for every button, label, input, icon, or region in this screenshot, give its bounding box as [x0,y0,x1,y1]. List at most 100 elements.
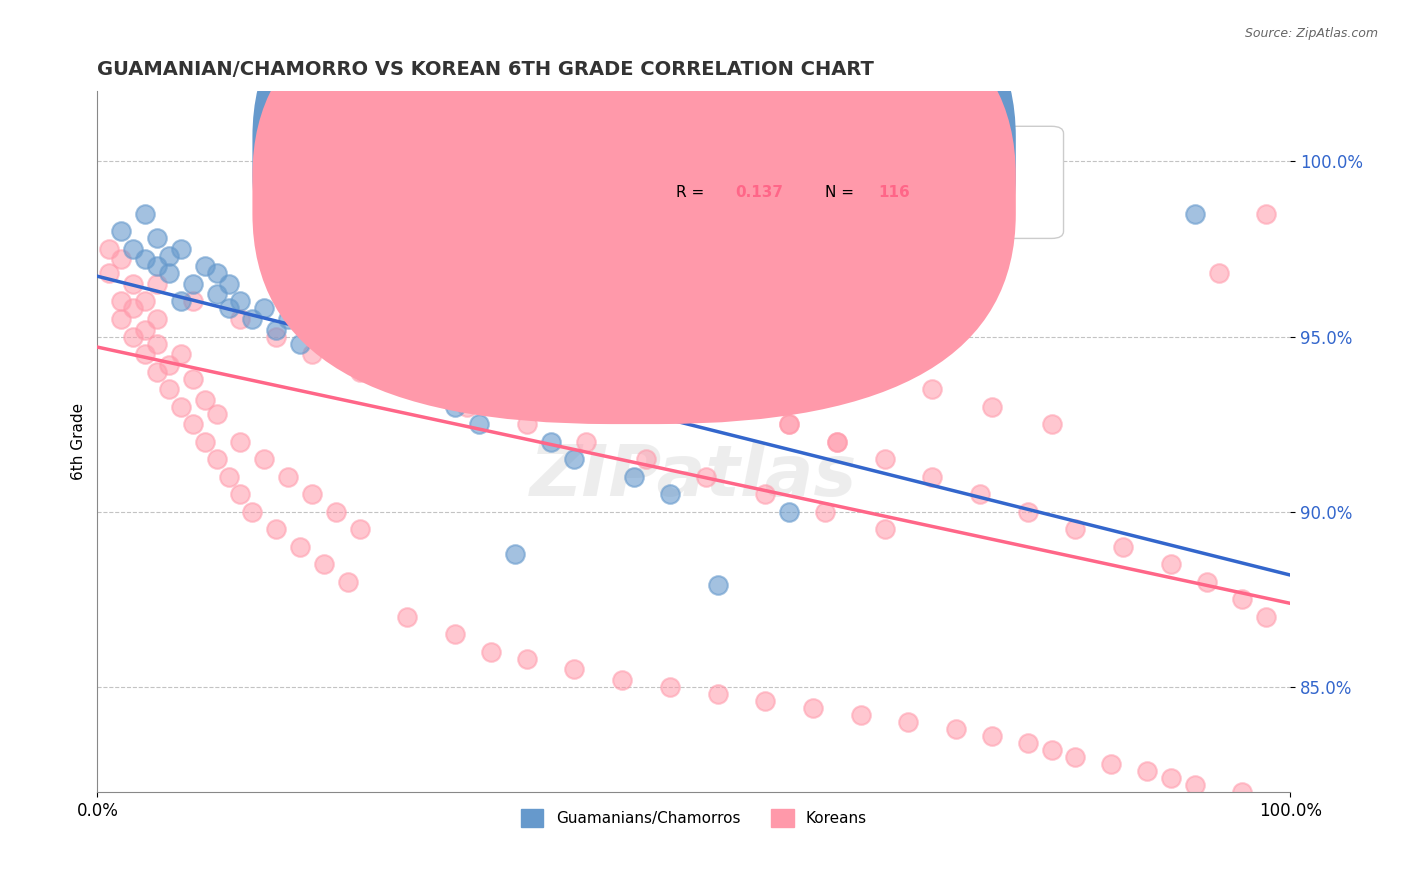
Text: ZIPatlas: ZIPatlas [530,442,858,511]
Point [264,322,287,336]
Point [742,294,765,309]
Point [146,260,169,274]
Point [634,365,657,379]
Point [1160,558,1182,572]
Point [312,558,335,572]
Point [408,382,430,396]
Point [969,487,991,501]
Point [384,365,406,379]
Point [503,547,526,561]
Point [181,371,204,385]
Point [695,469,717,483]
Point [157,382,180,396]
Point [623,267,645,281]
Point [1232,592,1254,607]
Point [229,312,252,326]
Point [658,312,681,326]
Point [194,392,217,407]
Point [218,301,240,316]
Text: R =: R = [676,144,704,158]
Point [634,365,657,379]
Point [778,505,800,519]
Point [325,347,347,361]
Point [516,652,538,666]
Point [564,452,586,467]
Point [420,382,443,396]
Point [242,505,264,519]
Point [218,469,240,483]
Point [1208,267,1230,281]
Point [1040,743,1063,757]
Point [146,312,169,326]
Point [277,469,299,483]
Point [205,452,228,467]
Point [873,231,896,245]
Point [658,680,681,694]
Point [801,347,824,361]
Point [873,522,896,536]
Point [682,277,704,291]
Point [623,469,645,483]
Point [873,452,896,467]
Point [1064,750,1087,764]
Point [288,336,311,351]
Point [205,287,228,301]
Point [98,242,121,256]
Point [420,277,443,291]
Point [706,687,728,701]
Text: 0.137: 0.137 [735,186,783,201]
Point [1040,417,1063,431]
Point [194,434,217,449]
Point [205,407,228,421]
Point [349,522,371,536]
Point [181,294,204,309]
Point [682,382,704,396]
Point [110,224,132,238]
Point [349,365,371,379]
Point [1195,574,1218,589]
Point [730,400,752,414]
Point [1184,207,1206,221]
Point [1232,785,1254,799]
Point [503,312,526,326]
Point [146,277,169,291]
Point [205,267,228,281]
Point [253,452,276,467]
Point [420,277,443,291]
Point [194,260,217,274]
Point [396,609,419,624]
Point [264,522,287,536]
Point [134,207,156,221]
Point [575,434,598,449]
Point [110,294,132,309]
Point [170,242,193,256]
Point [229,487,252,501]
Point [1256,207,1278,221]
Point [444,627,467,641]
Point [157,249,180,263]
Point [540,329,562,343]
Point [325,505,347,519]
Point [516,417,538,431]
Point [921,242,943,256]
Point [134,322,156,336]
Point [122,329,145,343]
Point [1184,778,1206,792]
Point [288,540,311,554]
Point [612,673,634,687]
Text: 116: 116 [879,186,911,201]
Point [264,329,287,343]
Point [229,294,252,309]
Point [301,487,323,501]
Point [349,358,371,372]
Point [897,714,920,729]
Point [384,267,406,281]
Point [1064,522,1087,536]
Y-axis label: 6th Grade: 6th Grade [72,403,86,480]
Point [468,417,491,431]
Point [181,277,204,291]
Text: Source: ZipAtlas.com: Source: ZipAtlas.com [1244,27,1378,40]
Point [540,434,562,449]
Point [253,301,276,316]
Point [564,662,586,676]
